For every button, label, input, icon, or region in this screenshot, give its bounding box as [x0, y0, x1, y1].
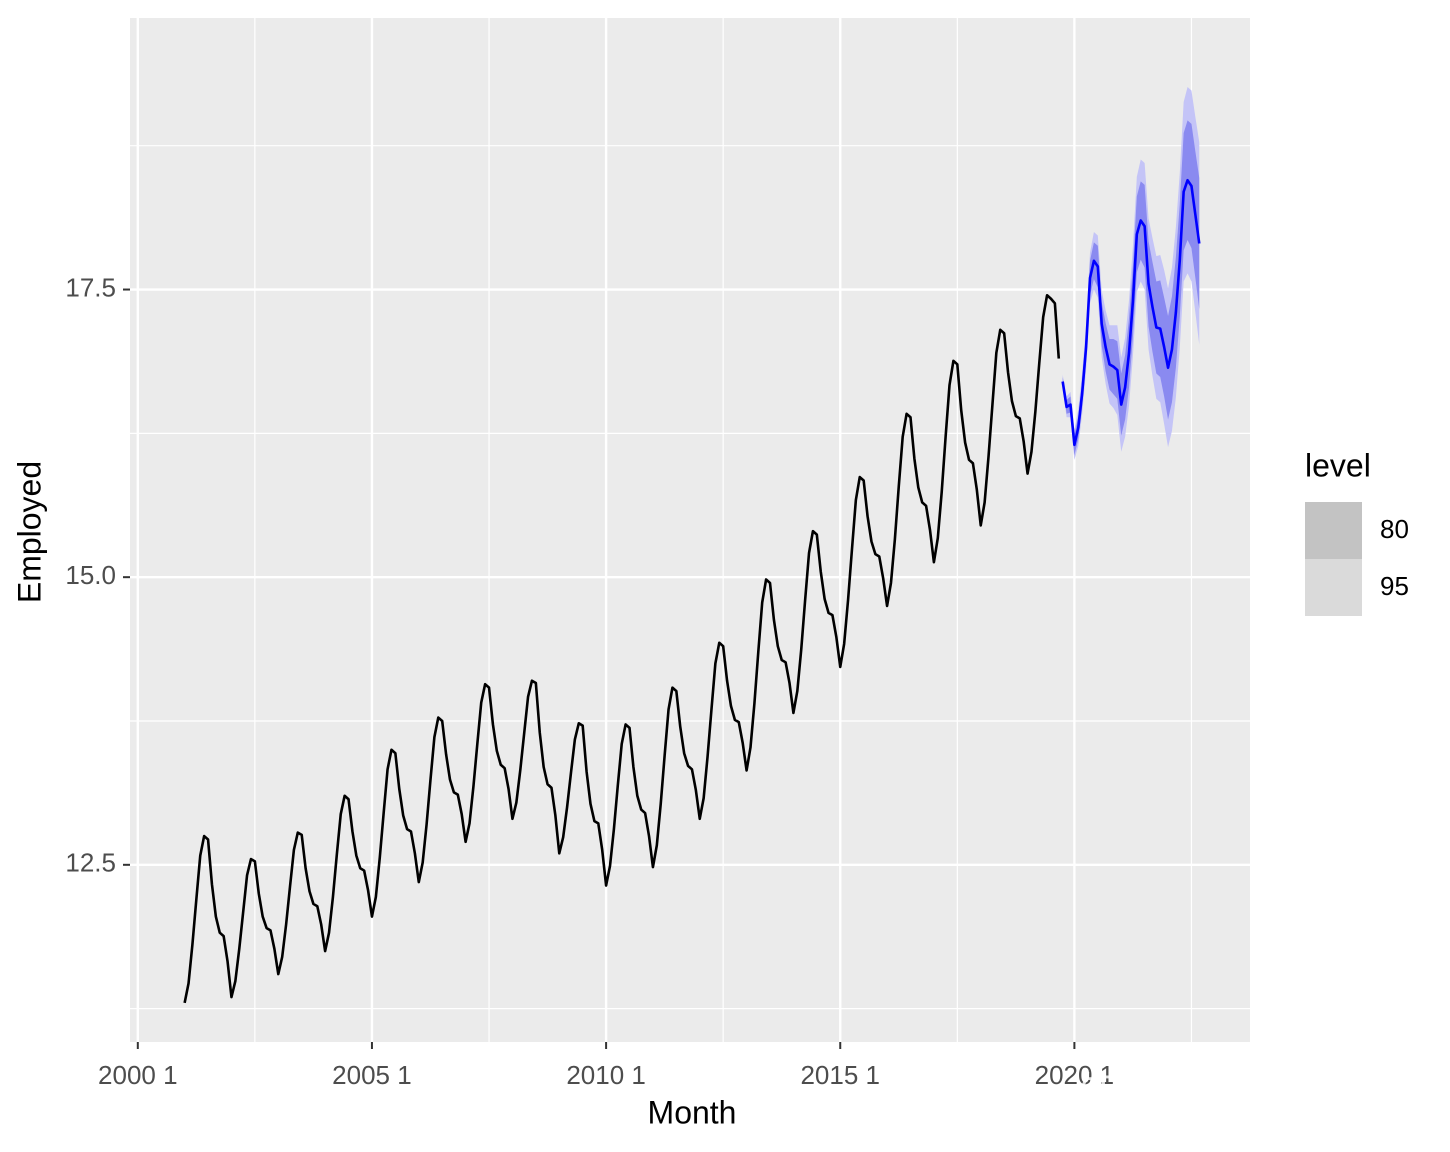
legend-key: [1305, 502, 1362, 559]
x-axis-title: Month: [648, 1094, 737, 1130]
x-tick-label: 2015 1: [800, 1060, 880, 1090]
legend-label: 95: [1380, 571, 1409, 601]
grid: [130, 18, 1250, 1042]
interval-band: [1062, 120, 1200, 456]
watermark: 知乎 @double点竖: [1080, 1071, 1412, 1115]
legend-key: [1305, 559, 1362, 616]
series-line: [1061, 178, 1201, 447]
y-axis-title: Employed: [11, 461, 47, 603]
legend-title: level: [1305, 447, 1371, 483]
series-line: [183, 293, 1061, 1004]
y-tick-label: 15.0: [65, 560, 116, 590]
x-tick-label: 2020 1: [1035, 1060, 1115, 1090]
marks: [183, 87, 1201, 1004]
y-tick-label: 12.5: [65, 848, 116, 878]
x-tick-label: 2000 1: [98, 1060, 178, 1090]
y-tick-label: 17.5: [65, 272, 116, 302]
panel: [130, 18, 1250, 1042]
x-tick-label: 2010 1: [566, 1060, 646, 1090]
x-tick-label: 2005 1: [332, 1060, 412, 1090]
axes: 2000 1 2005 1 2010 1 2015 1 2020 1 12.5 15.0 17…: [65, 272, 1114, 1089]
legend-label: 80: [1380, 514, 1409, 544]
